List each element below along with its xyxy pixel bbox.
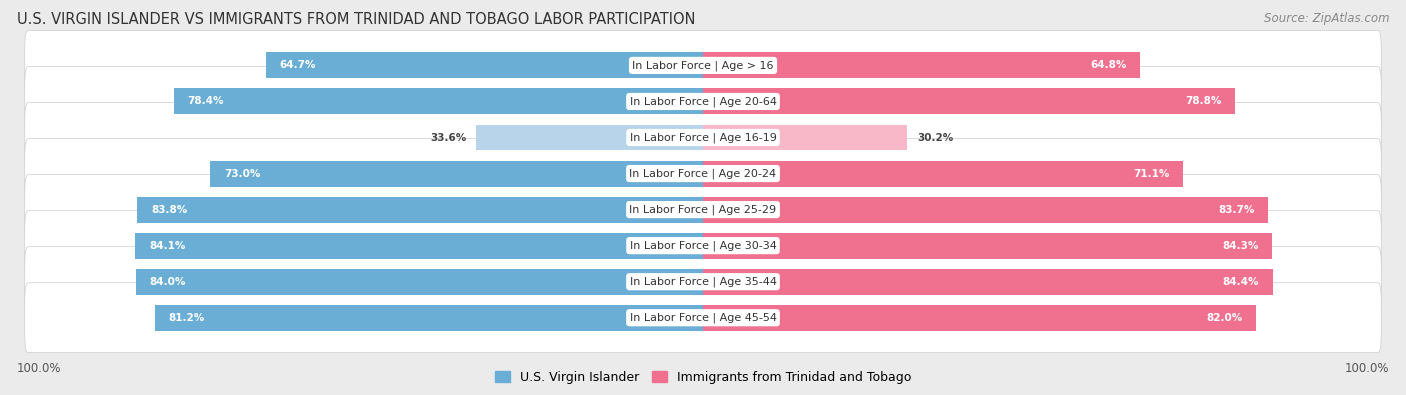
Bar [477, 124, 703, 150]
Text: In Labor Force | Age 20-64: In Labor Force | Age 20-64 [630, 96, 776, 107]
Text: 100.0%: 100.0% [1344, 362, 1389, 375]
Text: 84.4%: 84.4% [1223, 276, 1260, 287]
Text: 64.7%: 64.7% [280, 60, 316, 70]
Bar [703, 124, 907, 150]
FancyBboxPatch shape [25, 30, 1381, 100]
FancyBboxPatch shape [25, 247, 1381, 317]
Bar [703, 88, 1234, 115]
Text: In Labor Force | Age 20-24: In Labor Force | Age 20-24 [630, 168, 776, 179]
Text: In Labor Force | Age 25-29: In Labor Force | Age 25-29 [630, 204, 776, 215]
FancyBboxPatch shape [25, 66, 1381, 136]
Bar [703, 161, 1182, 186]
Text: 78.8%: 78.8% [1185, 96, 1222, 107]
Bar [703, 233, 1272, 259]
Bar [703, 197, 1268, 222]
FancyBboxPatch shape [25, 211, 1381, 280]
Bar [174, 88, 703, 115]
Text: 84.3%: 84.3% [1222, 241, 1258, 251]
Text: Source: ZipAtlas.com: Source: ZipAtlas.com [1264, 12, 1389, 25]
Text: 100.0%: 100.0% [17, 362, 62, 375]
Bar [211, 161, 703, 186]
Legend: U.S. Virgin Islander, Immigrants from Trinidad and Tobago: U.S. Virgin Islander, Immigrants from Tr… [489, 366, 917, 389]
Bar [703, 269, 1272, 295]
FancyBboxPatch shape [25, 175, 1381, 245]
Text: In Labor Force | Age 16-19: In Labor Force | Age 16-19 [630, 132, 776, 143]
Text: 73.0%: 73.0% [224, 169, 260, 179]
FancyBboxPatch shape [25, 283, 1381, 353]
Text: In Labor Force | Age 45-54: In Labor Force | Age 45-54 [630, 312, 776, 323]
Text: 83.8%: 83.8% [150, 205, 187, 214]
Text: In Labor Force | Age 30-34: In Labor Force | Age 30-34 [630, 241, 776, 251]
Text: 84.1%: 84.1% [149, 241, 186, 251]
Text: 81.2%: 81.2% [169, 313, 205, 323]
Text: 82.0%: 82.0% [1206, 313, 1243, 323]
Text: In Labor Force | Age > 16: In Labor Force | Age > 16 [633, 60, 773, 71]
Bar [136, 269, 703, 295]
FancyBboxPatch shape [25, 139, 1381, 209]
Bar [155, 305, 703, 331]
Text: 84.0%: 84.0% [149, 276, 186, 287]
Text: 71.1%: 71.1% [1133, 169, 1170, 179]
Text: 83.7%: 83.7% [1218, 205, 1254, 214]
Bar [138, 197, 703, 222]
Text: 30.2%: 30.2% [917, 132, 953, 143]
Bar [703, 305, 1257, 331]
Text: 64.8%: 64.8% [1091, 60, 1126, 70]
Text: 78.4%: 78.4% [187, 96, 224, 107]
Text: In Labor Force | Age 35-44: In Labor Force | Age 35-44 [630, 276, 776, 287]
Bar [135, 233, 703, 259]
FancyBboxPatch shape [25, 103, 1381, 173]
Bar [703, 53, 1140, 78]
Bar [266, 53, 703, 78]
Text: U.S. VIRGIN ISLANDER VS IMMIGRANTS FROM TRINIDAD AND TOBAGO LABOR PARTICIPATION: U.S. VIRGIN ISLANDER VS IMMIGRANTS FROM … [17, 12, 696, 27]
Text: 33.6%: 33.6% [430, 132, 467, 143]
